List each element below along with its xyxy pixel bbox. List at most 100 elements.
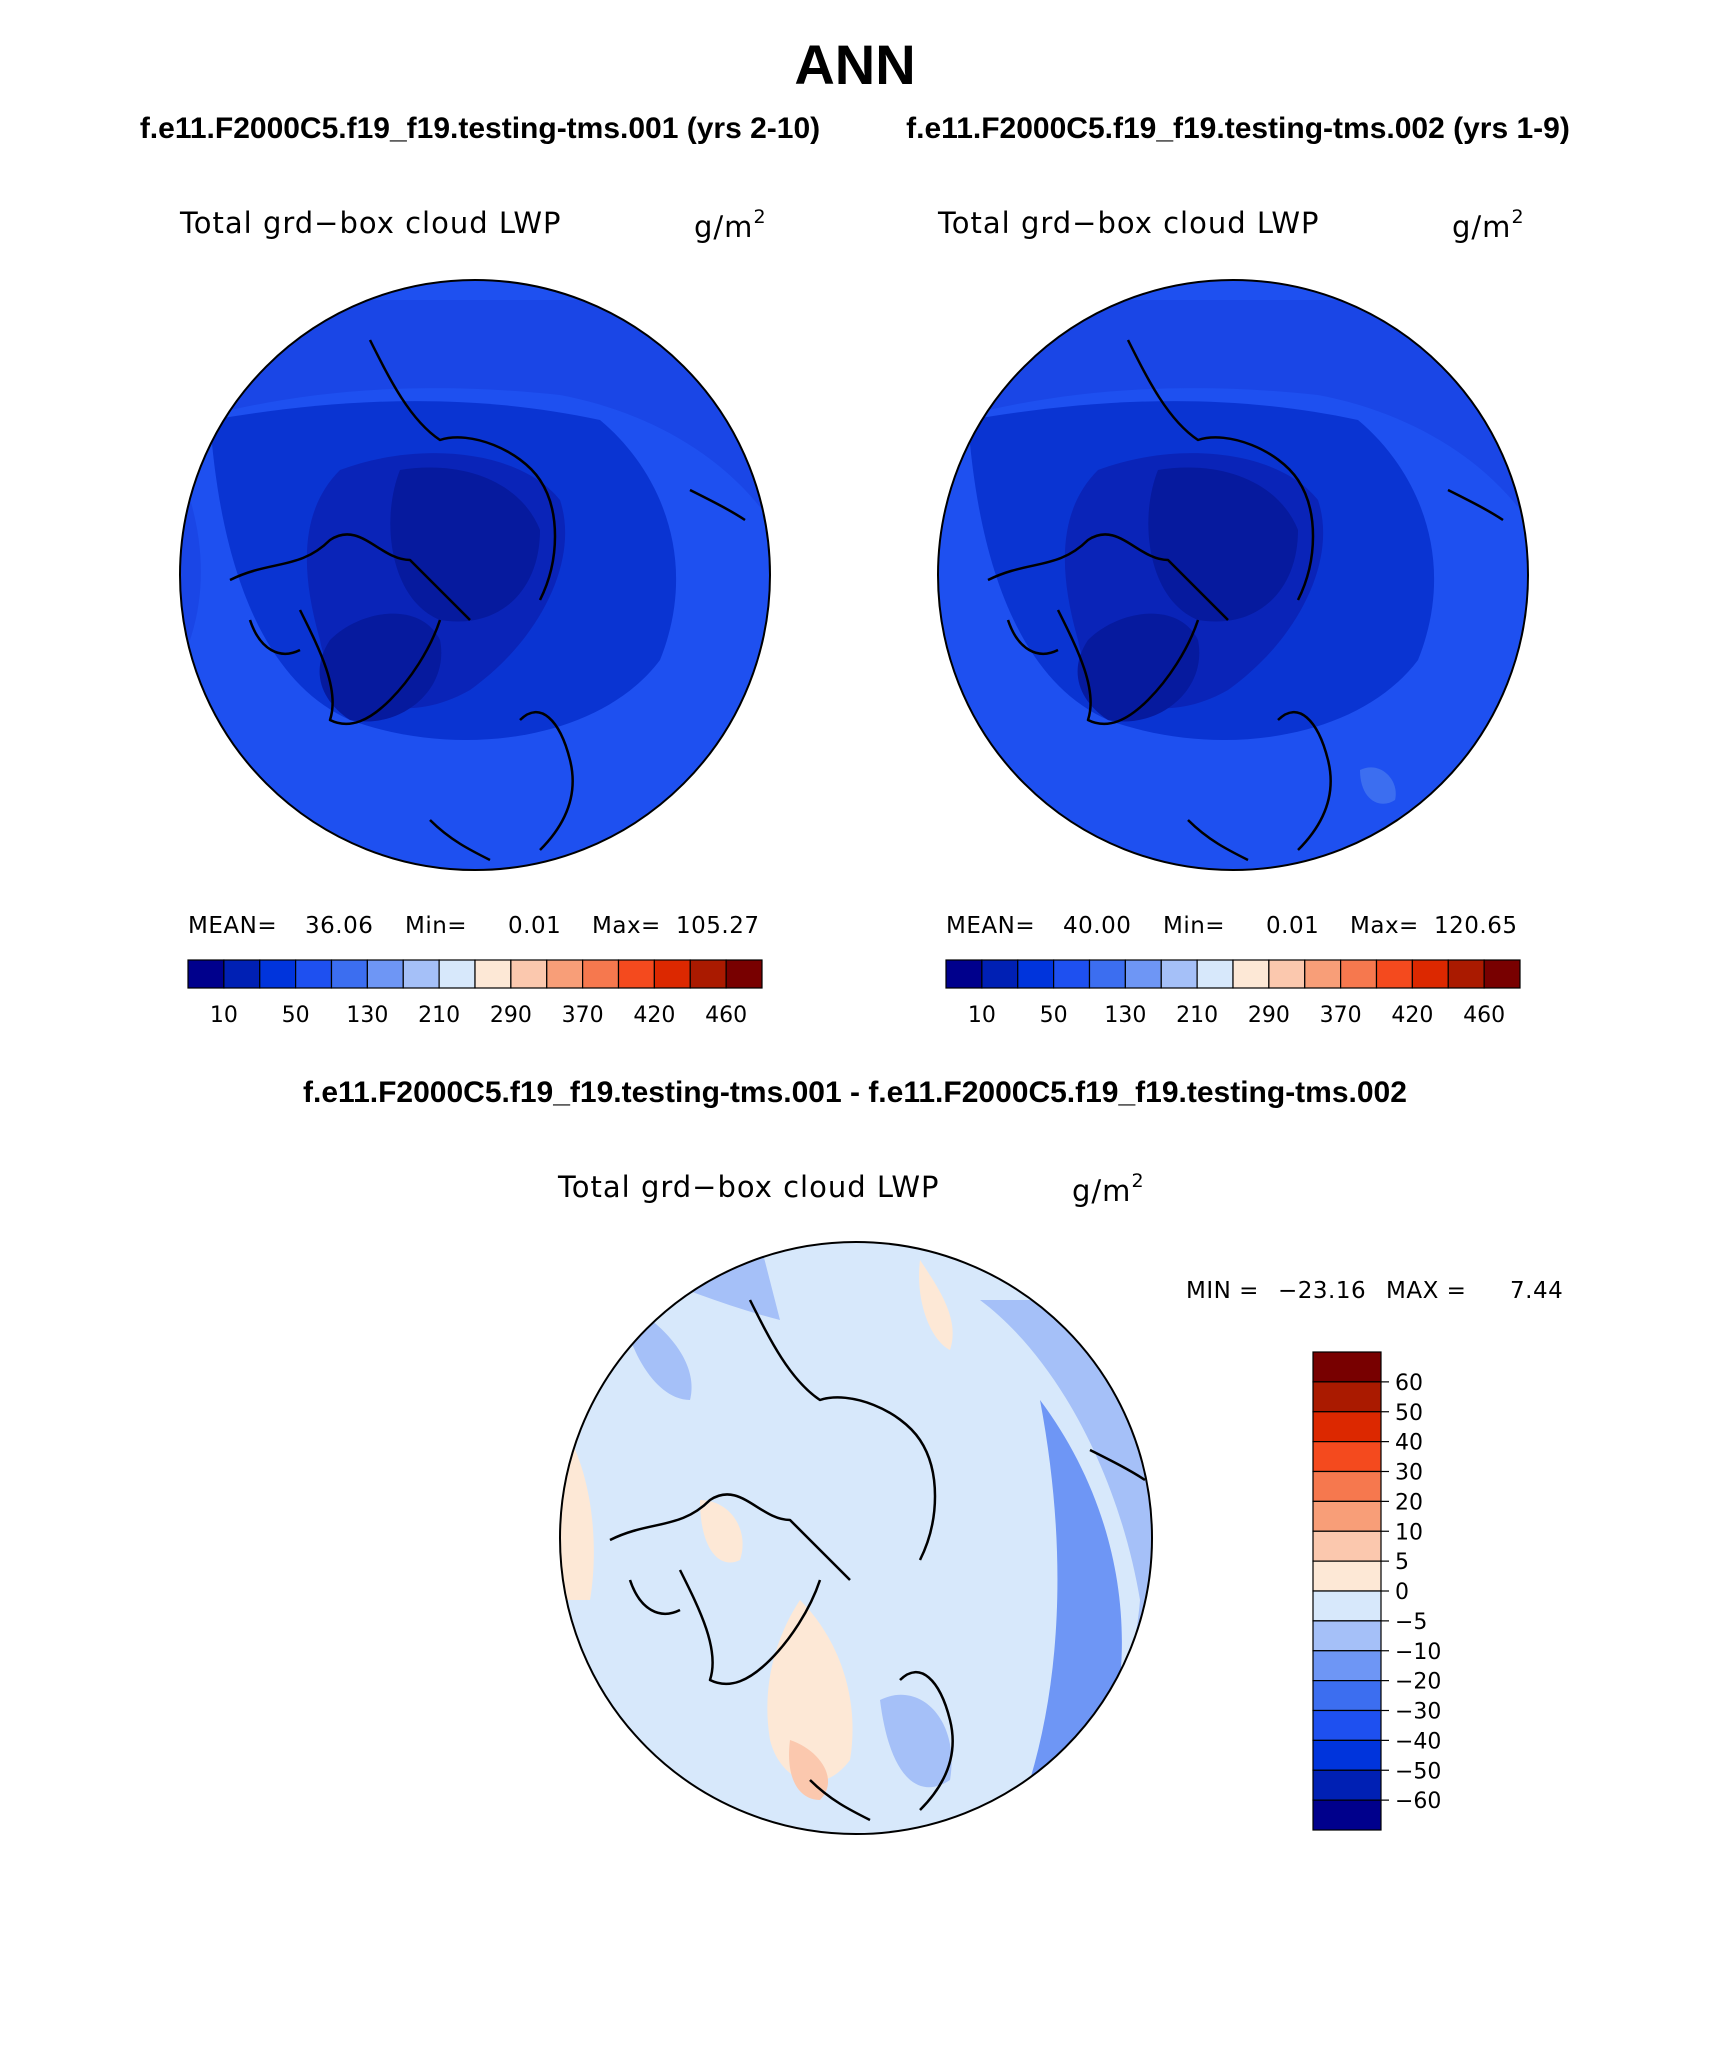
- case1-min-label: Min=: [405, 913, 468, 939]
- case2-max-value: 120.65: [1434, 913, 1518, 939]
- diff-colorbar-tick-label: −10: [1395, 1640, 1441, 1665]
- case2-colorbar-tick-label: 130: [1104, 1003, 1146, 1028]
- case1-colorbar-swatch: [653, 959, 691, 989]
- diff-colorbar-tick-label: −60: [1395, 1789, 1441, 1814]
- case1-colorbar-tick-label: 420: [633, 1003, 675, 1028]
- diff-units-label: g/m2: [1072, 1170, 1145, 1208]
- case2-colorbar-swatch: [1088, 959, 1126, 989]
- case1-colorbar-tick-label: 130: [346, 1003, 388, 1028]
- case1-colorbar-tick-label: 50: [282, 1003, 310, 1028]
- case2-colorbar-swatch: [981, 959, 1019, 989]
- case2-colorbar-swatch: [1411, 959, 1449, 989]
- case2-title: f.e11.F2000C5.f19_f19.testing-tms.002 (y…: [906, 112, 1570, 145]
- diff-colorbar-tick-label: 0: [1395, 1580, 1409, 1605]
- diff-coastlines: [609, 1299, 1146, 1822]
- diff-colorbar-swatch: [1312, 1799, 1382, 1831]
- case2-colorbar-tick-label: 10: [968, 1003, 996, 1028]
- diff-colorbar-tick-label: 20: [1395, 1490, 1423, 1515]
- case2-colorbar-swatch: [1196, 959, 1234, 989]
- diff-colorbar-tick-label: 40: [1395, 1431, 1423, 1456]
- case2-mean-label: MEAN=: [946, 913, 1036, 939]
- diff-colorbar-swatch: [1312, 1441, 1382, 1473]
- case1-colorbar-swatch: [510, 959, 548, 989]
- diff-max-label: MAX =: [1386, 1278, 1467, 1304]
- case1-colorbar-tick-label: 210: [418, 1003, 460, 1028]
- case2-colorbar-swatch: [1268, 959, 1306, 989]
- case2-max-label: Max=: [1350, 913, 1419, 939]
- case1-colorbar-swatch: [689, 959, 727, 989]
- case2-colorbar-tick-label: 370: [1320, 1003, 1362, 1028]
- case1-coastlines: [229, 339, 746, 862]
- case1-colorbar-swatch: [438, 959, 476, 989]
- case1-colorbar-swatch: [582, 959, 620, 989]
- case1-colorbar-swatch: [402, 959, 440, 989]
- case2-variable-label: Total grd−box cloud LWP: [938, 206, 1320, 240]
- case1-variable-label: Total grd−box cloud LWP: [180, 206, 562, 240]
- diff-max-value: 7.44: [1510, 1278, 1564, 1304]
- case1-mean-label: MEAN=: [188, 913, 278, 939]
- case2-colorbar-tick-label: 460: [1463, 1003, 1505, 1028]
- diff-colorbar-tick-label: 50: [1395, 1401, 1423, 1426]
- case2-colorbar-swatch: [1340, 959, 1378, 989]
- diff-colorbar-tick-label: 10: [1395, 1520, 1423, 1545]
- case1-map-border: [179, 279, 771, 871]
- case1-colorbar-swatch: [366, 959, 404, 989]
- case2-colorbar-swatch: [1160, 959, 1198, 989]
- case2-contour-fill: [938, 280, 1528, 870]
- case1-mean-value: 36.06: [305, 913, 374, 939]
- case2-colorbar-swatch: [1483, 959, 1521, 989]
- case2-colorbar-swatch: [1017, 959, 1055, 989]
- case2-colorbar-swatch: [1232, 959, 1270, 989]
- diff-colorbar-tick-label: −5: [1395, 1610, 1427, 1635]
- case1-colorbar: 10 50 130 210 290 370 420 460: [187, 959, 763, 1028]
- case1-colorbar-swatch: [295, 959, 333, 989]
- case1-colorbar-swatch: [546, 959, 584, 989]
- case2-colorbar-tick-label: 290: [1248, 1003, 1290, 1028]
- case2-map-border: [937, 279, 1529, 871]
- diff-colorbar-swatch: [1312, 1381, 1382, 1413]
- diff-colorbar-swatch: [1312, 1680, 1382, 1712]
- case1-colorbar-tick-label: 290: [490, 1003, 532, 1028]
- diff-colorbar-tick-label: 60: [1395, 1371, 1423, 1396]
- case2-colorbar-tick-label: 420: [1391, 1003, 1433, 1028]
- case1-colorbar-swatch: [617, 959, 655, 989]
- case2-coastlines: [987, 339, 1504, 862]
- diff-min-label: MIN =: [1186, 1278, 1259, 1304]
- case2-min-label: Min=: [1163, 913, 1226, 939]
- case2-polar-map: [937, 279, 1529, 871]
- diff-colorbar-swatch: [1312, 1500, 1382, 1532]
- case2-colorbar-swatch: [945, 959, 983, 989]
- case2-colorbar-swatch: [1124, 959, 1162, 989]
- case1-max-label: Max=: [592, 913, 661, 939]
- diff-polar-map: [559, 1241, 1153, 1835]
- diff-colorbar-swatch: [1312, 1530, 1382, 1562]
- case1-units-label: g/m2: [694, 206, 767, 244]
- case1-colorbar-swatch: [223, 959, 261, 989]
- diff-contour-fill: [560, 1242, 1152, 1834]
- diff-colorbar-tick-label: 5: [1395, 1550, 1409, 1575]
- case2-colorbar: 10 50 130 210 290 370 420 460: [945, 959, 1521, 1028]
- diff-colorbar-swatch: [1312, 1650, 1382, 1682]
- case2-mean-value: 40.00: [1063, 913, 1132, 939]
- diff-colorbar-swatch: [1312, 1709, 1382, 1741]
- diff-colorbar-tick-label: −20: [1395, 1670, 1441, 1695]
- case2-units-label: g/m2: [1452, 206, 1525, 244]
- diff-colorbar-swatch: [1312, 1470, 1382, 1502]
- diff-min-value: −23.16: [1278, 1278, 1367, 1304]
- case2-colorbar-swatch: [1375, 959, 1413, 989]
- case1-colorbar-swatch: [259, 959, 297, 989]
- case1-colorbar-tick-label: 460: [705, 1003, 747, 1028]
- case1-colorbar-tick-label: 10: [210, 1003, 238, 1028]
- diff-variable-label: Total grd−box cloud LWP: [558, 1170, 940, 1204]
- case2-min-value: 0.01: [1266, 913, 1320, 939]
- case1-min-value: 0.01: [508, 913, 562, 939]
- case1-colorbar-swatch: [474, 959, 512, 989]
- diff-map-border: [559, 1241, 1153, 1835]
- case1-polar-map: [179, 279, 771, 871]
- case2-colorbar-swatch: [1447, 959, 1485, 989]
- diff-colorbar-swatch: [1312, 1560, 1382, 1592]
- diff-colorbar-swatch: [1312, 1739, 1382, 1771]
- case1-colorbar-tick-label: 370: [562, 1003, 604, 1028]
- case1-contour-fill: [180, 280, 770, 870]
